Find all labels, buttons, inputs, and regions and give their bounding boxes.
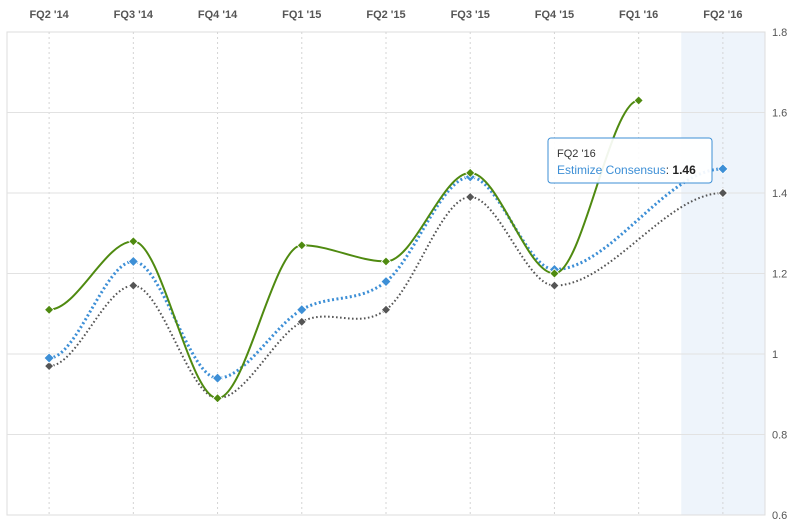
data-point-series-3-fq1-15[interactable] (296, 316, 307, 327)
data-point-series-3-fq2-14[interactable] (44, 361, 55, 372)
data-point-series-2-fq2-16[interactable] (717, 163, 729, 175)
x-tick-label: FQ3 '14 (114, 9, 154, 21)
x-tick-label: FQ2 '14 (29, 9, 69, 21)
data-point-series-3-fq3-15[interactable] (465, 191, 476, 203)
tooltip-value: 1.46 (672, 163, 696, 177)
data-point-series-2-fq2-14[interactable] (43, 352, 55, 364)
x-tick-label: FQ4 '14 (198, 9, 238, 21)
y-tick-label: 1.4 (772, 188, 787, 200)
data-point-series-3-fq2-16[interactable] (717, 187, 728, 199)
data-point-series-2-fq4-14[interactable] (211, 372, 224, 384)
data-point-series-1-fq3-15[interactable] (465, 167, 476, 178)
y-tick-label: 1.2 (772, 269, 787, 281)
y-tick-label: 0.6 (772, 510, 787, 522)
x-tick-label: FQ3 '15 (451, 9, 490, 21)
data-point-series-1-fq3-14[interactable] (128, 236, 139, 247)
tooltip-title: FQ2 '16 (557, 148, 596, 160)
x-tick-label: FQ1 '16 (619, 9, 658, 21)
tooltip-series-label: Estimize Consensus (557, 163, 666, 177)
data-point-series-2-fq1-15[interactable] (296, 304, 308, 316)
x-tick-label: FQ1 '15 (282, 9, 321, 21)
data-point-series-1-fq1-15[interactable] (296, 240, 307, 251)
tooltip-box (547, 137, 713, 184)
data-point-series-1-fq1-16[interactable] (633, 95, 644, 106)
x-tick-label: FQ2 '15 (366, 9, 405, 21)
x-tick-label: FQ4 '15 (535, 9, 574, 21)
data-point-series-3-fq3-14[interactable] (128, 280, 139, 291)
data-point-series-1-fq2-15[interactable] (380, 256, 392, 267)
y-tick-label: 1.8 (772, 27, 787, 39)
data-point-series-1-fq4-14[interactable] (212, 393, 223, 404)
svg-text:Estimize Consensus: 1.46: Estimize Consensus: 1.46 (557, 163, 696, 177)
data-point-series-2-fq3-14[interactable] (127, 255, 139, 267)
tooltip: FQ2 '16 Estimize Consensus: 1.46 (547, 137, 713, 184)
tooltip-colon: : (666, 163, 673, 177)
x-tick-label: FQ2 '16 (703, 9, 742, 21)
y-tick-label: 0.8 (772, 430, 787, 442)
data-point-series-1-fq2-14[interactable] (44, 304, 55, 315)
data-point-series-3-fq2-15[interactable] (380, 304, 392, 315)
data-point-series-2-fq2-15[interactable] (380, 275, 392, 288)
data-point-series-3-fq4-15[interactable] (549, 280, 560, 291)
series-line-2 (48, 167, 723, 380)
y-tick-label: 1.6 (772, 108, 787, 120)
y-tick-label: 1 (772, 349, 778, 361)
data-point-series-1-fq4-15[interactable] (549, 268, 560, 279)
